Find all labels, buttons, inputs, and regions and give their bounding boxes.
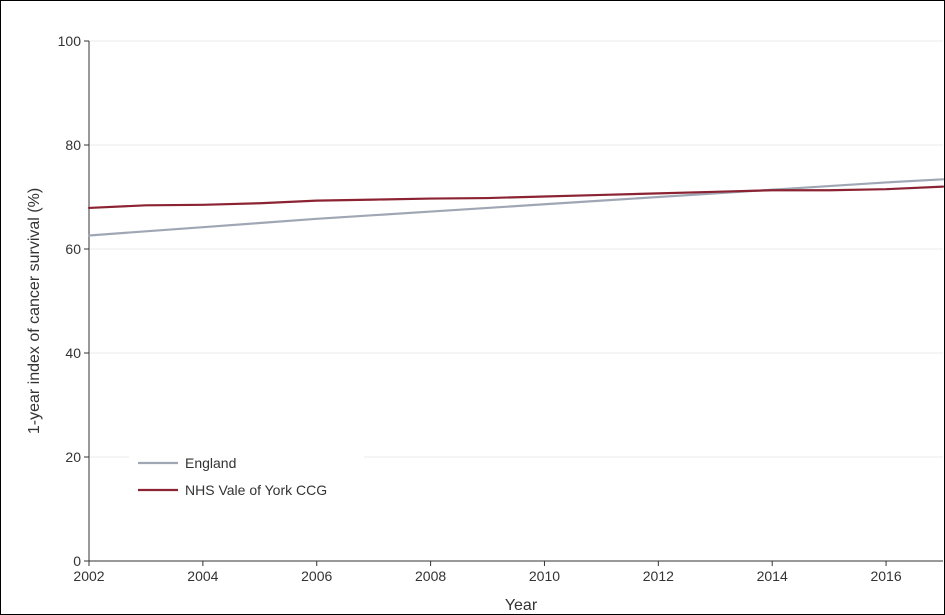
series-line-england [89,179,943,235]
legend-label-england: England [185,455,236,471]
y-axis-label: 1-year index of cancer survival (%) [26,188,43,434]
x-tick-label: 2004 [187,568,218,584]
x-tick-label: 2006 [301,568,332,584]
y-tick-label: 80 [65,137,81,153]
legend: England NHS Vale of York CCG [129,449,364,505]
x-axis-ticks: 2002 2004 2006 2008 2010 2012 2014 2016 [73,561,901,584]
x-tick-label: 2016 [870,568,901,584]
series-line-vale-of-york [89,187,943,208]
x-tick-label: 2014 [757,568,788,584]
x-axis-label: Year [505,597,538,614]
legend-label-vale-of-york: NHS Vale of York CCG [185,482,327,498]
x-tick-label: 2012 [643,568,674,584]
y-axis-ticks: 0 20 40 60 80 100 [58,33,89,569]
gridlines [89,41,943,457]
series-lines [89,179,943,235]
y-tick-label: 100 [58,33,82,49]
x-tick-label: 2010 [529,568,560,584]
y-tick-label: 40 [65,345,81,361]
x-tick-label: 2008 [415,568,446,584]
y-tick-label: 20 [65,449,81,465]
x-tick-label: 2002 [73,568,104,584]
y-tick-label: 60 [65,241,81,257]
y-tick-label: 0 [73,553,81,569]
